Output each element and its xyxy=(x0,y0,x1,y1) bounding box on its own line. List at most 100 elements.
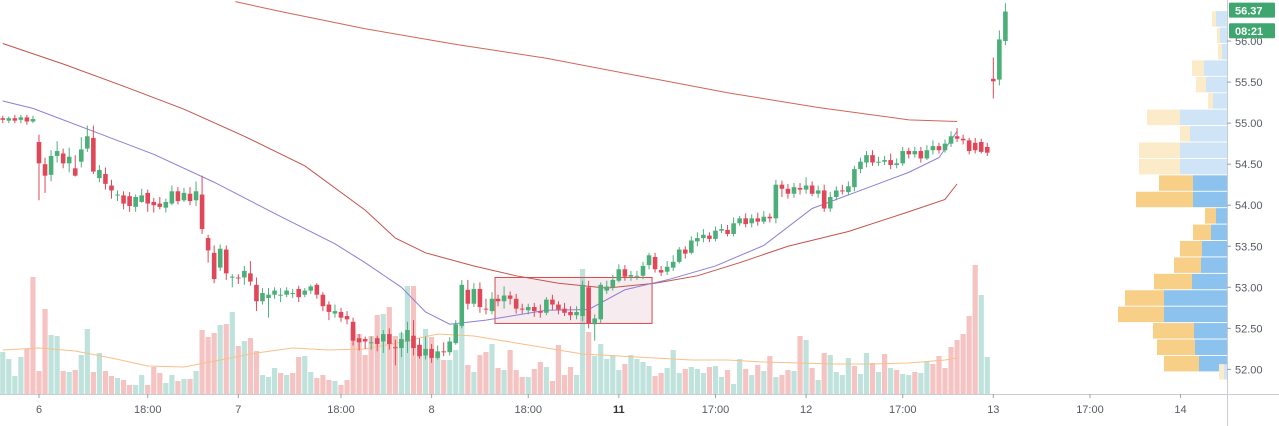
volume-bar-151 xyxy=(912,372,918,394)
volume-bar-9 xyxy=(54,336,60,394)
candle-body-135 xyxy=(815,190,821,194)
volume-bar-155 xyxy=(936,356,942,394)
x-tick-label-11: 17:00 xyxy=(1076,404,1104,416)
candle-body-17 xyxy=(103,174,108,184)
candle-body-81 xyxy=(489,298,495,312)
volume-bar-140 xyxy=(845,358,851,394)
volume-bar-101 xyxy=(610,355,616,394)
volume-bar-105 xyxy=(634,359,640,394)
volume-bar-25 xyxy=(151,367,157,394)
vp-up-1 xyxy=(1217,27,1220,44)
volume-bar-63 xyxy=(380,314,386,394)
vp-down-1 xyxy=(1220,27,1227,44)
vp-down-22 xyxy=(1224,364,1227,380)
candle-body-0 xyxy=(0,118,6,120)
candle-body-142 xyxy=(858,161,863,170)
candle-body-131 xyxy=(791,187,797,194)
volume-bar-20 xyxy=(120,380,127,394)
candle-body-106 xyxy=(640,265,646,276)
y-tick-label-4: 54.00 xyxy=(1235,200,1263,212)
candle-body-159 xyxy=(960,138,966,141)
volume-bar-15 xyxy=(90,372,96,394)
volume-bar-77 xyxy=(465,365,471,394)
vp-down-18 xyxy=(1164,306,1227,323)
candle-body-19 xyxy=(115,194,120,196)
candle-body-5 xyxy=(30,119,36,122)
candle-body-23 xyxy=(139,195,144,202)
vp-up-12 xyxy=(1205,208,1216,224)
candle-body-113 xyxy=(682,249,688,254)
volume-ma-line xyxy=(2,333,958,368)
vp-up-22 xyxy=(1219,364,1224,380)
volume-bar-7 xyxy=(42,309,48,394)
volume-bar-150 xyxy=(906,375,912,394)
vp-down-4 xyxy=(1206,76,1227,93)
vp-down-12 xyxy=(1216,208,1227,224)
candle-body-72 xyxy=(435,351,440,358)
candle-body-133 xyxy=(803,185,809,190)
candle-body-110 xyxy=(664,266,670,272)
volume-bar-28 xyxy=(169,375,175,394)
candle-body-125 xyxy=(755,218,761,222)
volume-bar-58 xyxy=(350,328,356,394)
volume-bar-95 xyxy=(573,375,580,394)
volume-bar-129 xyxy=(779,375,785,394)
vp-down-13 xyxy=(1211,224,1227,241)
candle-body-67 xyxy=(405,329,410,342)
volume-bar-103 xyxy=(622,364,628,394)
candle-body-116 xyxy=(701,234,706,239)
candle-body-86 xyxy=(519,308,525,310)
volume-bar-118 xyxy=(712,366,719,394)
volume-bar-122 xyxy=(737,359,743,394)
candle-body-151 xyxy=(912,151,918,155)
candle-body-25 xyxy=(151,201,157,206)
volume-bar-35 xyxy=(211,333,217,394)
volume-bar-43 xyxy=(259,375,266,394)
x-tick-label-12: 14 xyxy=(1174,404,1186,416)
volume-bar-157 xyxy=(948,347,954,394)
volume-bar-72 xyxy=(435,354,441,394)
volume-bar-8 xyxy=(48,335,54,394)
volume-bar-156 xyxy=(942,368,948,394)
candle-body-117 xyxy=(707,235,712,239)
volume-bar-111 xyxy=(670,350,676,394)
volume-bar-162 xyxy=(978,295,984,394)
volume-bar-139 xyxy=(839,375,845,394)
candle-body-160 xyxy=(966,140,972,152)
candle-body-15 xyxy=(91,137,96,172)
x-tick-label-4: 8 xyxy=(429,404,435,416)
volume-bar-21 xyxy=(127,385,133,394)
volume-bar-5 xyxy=(30,277,36,394)
volume-bar-92 xyxy=(555,345,562,394)
volume-bar-24 xyxy=(145,385,151,394)
candle-body-95 xyxy=(574,311,579,316)
candle-body-63 xyxy=(380,334,386,342)
volume-bar-126 xyxy=(761,371,767,394)
candle-body-115 xyxy=(695,238,700,242)
candle-body-82 xyxy=(495,298,501,302)
volume-bar-128 xyxy=(773,377,779,394)
candle-body-33 xyxy=(199,194,205,230)
candle-body-31 xyxy=(187,193,193,202)
candle-body-47 xyxy=(284,290,289,295)
volume-bar-32 xyxy=(193,371,199,394)
candle-body-120 xyxy=(725,229,730,234)
volume-bar-56 xyxy=(338,385,344,394)
candle-body-53 xyxy=(320,294,326,307)
candle-body-101 xyxy=(610,279,616,288)
candle-body-102 xyxy=(616,269,622,281)
candle-body-111 xyxy=(670,261,676,268)
volume-bar-16 xyxy=(96,353,102,394)
candle-body-108 xyxy=(652,256,658,270)
volume-bar-99 xyxy=(598,344,604,394)
candle-body-75 xyxy=(453,324,459,344)
volume-bar-81 xyxy=(489,344,495,394)
volume-bar-127 xyxy=(767,356,773,394)
candle-body-14 xyxy=(85,136,90,149)
candle-body-66 xyxy=(399,339,404,349)
candle-body-39 xyxy=(236,277,241,279)
vp-up-4 xyxy=(1196,76,1206,93)
candle-body-20 xyxy=(121,195,126,204)
volume-bar-70 xyxy=(422,329,429,394)
